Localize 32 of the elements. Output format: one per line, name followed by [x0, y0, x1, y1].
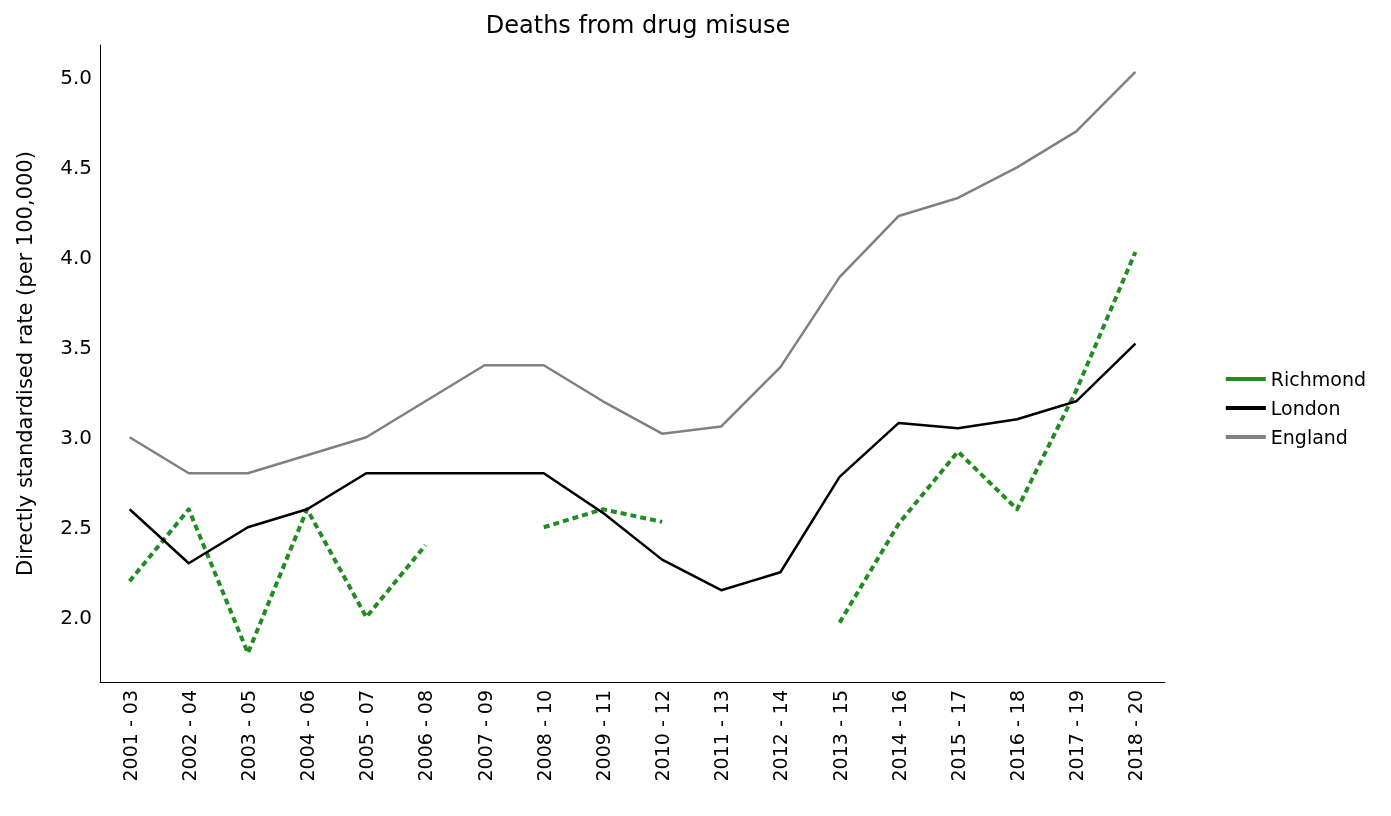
line-series: [128, 342, 1137, 592]
y-tick-label: 4.0: [60, 245, 92, 270]
x-tick-label: 2006 - 08: [414, 690, 437, 782]
x-tick-label: 2003 - 05: [236, 690, 259, 782]
x-tick-label: 2002 - 04: [177, 690, 200, 782]
x-tick-label: 2017 - 19: [1065, 690, 1088, 782]
x-tick-label: 2016 - 18: [1006, 690, 1029, 782]
y-tick-label: 2.0: [60, 605, 92, 630]
x-tick-label: 2011 - 13: [710, 690, 733, 782]
x-tick-label: 2005 - 07: [355, 690, 378, 782]
x-tick-label: 2012 - 14: [769, 690, 792, 782]
y-tick-label: 4.5: [60, 155, 92, 180]
x-tick-label: 2007 - 09: [473, 690, 496, 782]
y-tick-label: 3.5: [60, 335, 92, 360]
x-tick-label: 2015 - 17: [946, 690, 969, 782]
x-tick-label: 2010 - 12: [651, 690, 674, 782]
x-tick-label: 2004 - 06: [296, 690, 319, 782]
y-axis-title: Directly standardised rate (per 100,000): [12, 151, 37, 576]
x-tick-label: 2013 - 15: [828, 690, 851, 782]
legend-label: England: [1270, 426, 1348, 448]
x-tick-label: 2014 - 16: [887, 690, 910, 782]
line-series: [128, 70, 1137, 475]
x-tick-label: 2001 - 03: [118, 690, 141, 782]
y-tick-label: 5.0: [60, 65, 92, 90]
legend-label: Richmond: [1270, 368, 1367, 390]
x-tick-label: 2018 - 20: [1124, 690, 1147, 782]
x-tick-label: 2008 - 10: [532, 690, 555, 782]
chart-title: Deaths from drug misuse: [485, 11, 791, 39]
x-tick-label: 2009 - 11: [591, 690, 614, 782]
legend-label: London: [1270, 397, 1341, 419]
y-tick-label: 3.0: [60, 425, 92, 450]
y-tick-label: 2.5: [60, 515, 92, 540]
